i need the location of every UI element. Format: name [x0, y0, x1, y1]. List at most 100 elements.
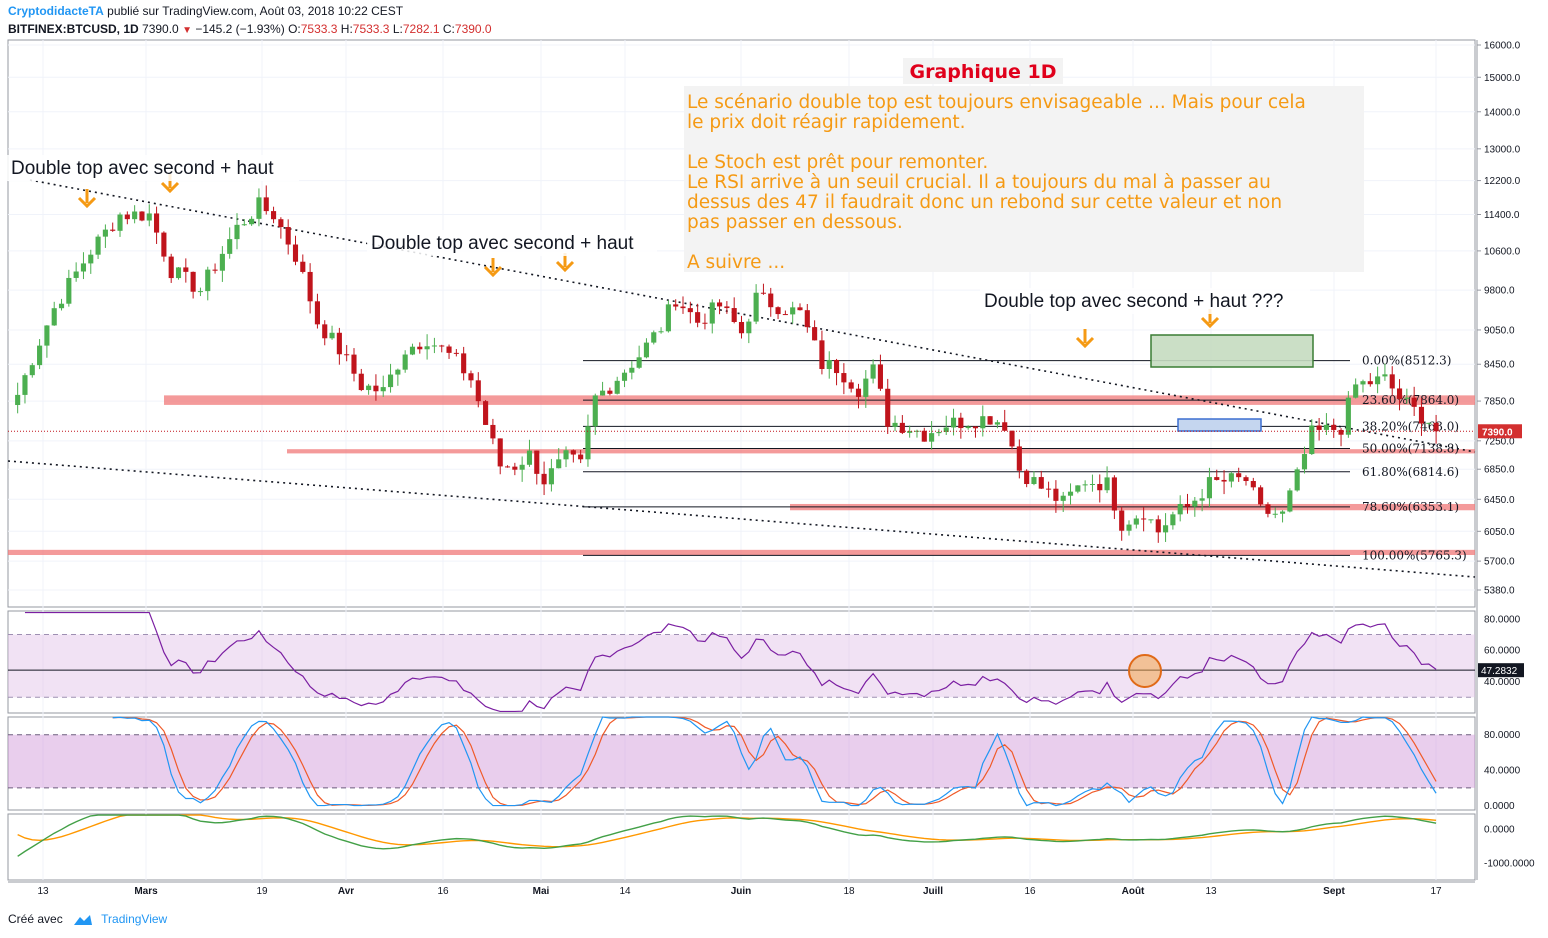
- stoch-d-line: [112, 716, 1437, 807]
- candle-up: [790, 307, 796, 315]
- candle-down: [1338, 429, 1344, 435]
- candle-down: [351, 354, 357, 374]
- annotation-label-bg: [367, 230, 657, 256]
- candle-up: [256, 197, 262, 219]
- candle-down: [124, 214, 130, 220]
- candle-up: [66, 277, 72, 304]
- candle-up: [614, 380, 620, 394]
- down-arrow-icon: ▼: [182, 25, 192, 36]
- candle-up: [409, 346, 416, 355]
- candle-up: [629, 367, 635, 373]
- orange-down-arrow-icon: [77, 189, 97, 209]
- candle-up: [526, 450, 533, 465]
- candle-down: [673, 304, 679, 307]
- target-box-blue: [1177, 418, 1262, 432]
- candle-down: [336, 332, 342, 355]
- commentary-line: le prix doit réagir rapidement.: [687, 112, 966, 133]
- candle-down: [782, 314, 788, 316]
- candle-down: [1411, 397, 1417, 407]
- candle-down: [731, 308, 737, 323]
- candle-down: [490, 424, 496, 439]
- candle-up: [22, 375, 28, 395]
- candle-up: [1301, 454, 1308, 470]
- candle-down: [190, 271, 196, 292]
- fib-level-label: 50.00%(7138.8): [1362, 442, 1459, 456]
- candle-down: [168, 256, 174, 279]
- price-tick-label: 5700.0: [1484, 557, 1515, 568]
- candle-up: [658, 331, 664, 333]
- candle-down: [212, 269, 218, 271]
- candle-down: [1331, 424, 1337, 430]
- candle-down: [877, 364, 883, 389]
- candle-down: [570, 450, 576, 455]
- candle-up: [1148, 519, 1154, 521]
- candle-down: [1221, 479, 1227, 482]
- candle-down: [373, 385, 379, 392]
- candle-down: [1155, 519, 1161, 533]
- candle-down: [453, 352, 459, 354]
- candle-up: [1206, 477, 1212, 499]
- candle-down: [578, 454, 584, 460]
- candle-up: [1133, 518, 1139, 525]
- price-tick-label: 7250.0: [1484, 436, 1515, 447]
- candle-down: [1258, 487, 1264, 505]
- tradingview-link[interactable]: TradingView: [101, 912, 168, 926]
- candle-down: [154, 213, 160, 233]
- time-tick-label: 17: [1430, 886, 1442, 897]
- candle-down: [1265, 504, 1271, 514]
- annotation-label-bg: [980, 288, 1310, 314]
- candle-down: [1119, 510, 1125, 531]
- resistance-zone: [8, 549, 1475, 556]
- price-tick-label: 12200.0: [1484, 176, 1521, 187]
- candle-up: [1199, 498, 1205, 501]
- candle-down: [439, 345, 445, 347]
- osc-tick-label: -1000.0000: [1484, 859, 1535, 870]
- candle-up: [132, 211, 138, 220]
- candle-down: [285, 227, 291, 245]
- candle-up: [73, 271, 79, 278]
- candle-up: [117, 214, 123, 231]
- candle-up: [80, 263, 87, 272]
- author-link[interactable]: CryptodidacteTA: [8, 4, 104, 18]
- candle-down: [1009, 430, 1015, 447]
- symbol-label[interactable]: BITFINEX:BTCUSD, 1D: [8, 22, 139, 36]
- candle-down: [307, 271, 313, 302]
- time-tick-label: Sept: [1323, 886, 1345, 897]
- candle-up: [1382, 374, 1388, 377]
- last-price: 7390.0: [142, 22, 179, 36]
- time-tick-label: Avr: [338, 886, 354, 897]
- ohlc-line: BITFINEX:BTCUSD, 1D 7390.0 ▼ −145.2 (−1.…: [8, 22, 492, 36]
- stoch-tick-label: 40.0000: [1484, 766, 1521, 777]
- candle-up: [1360, 381, 1366, 385]
- candle-up: [380, 387, 386, 392]
- candle-up: [1309, 425, 1315, 455]
- candle-up: [431, 345, 437, 347]
- candle-up: [1272, 513, 1278, 515]
- candle-up: [665, 304, 671, 332]
- candle-up: [1082, 484, 1088, 486]
- created-with-label: Créé avec: [8, 912, 63, 926]
- candle-up: [197, 291, 204, 293]
- candle-down: [1016, 446, 1022, 471]
- candle-down: [855, 388, 862, 397]
- candle-down: [1243, 477, 1249, 482]
- chart-header: CryptodidacteTA publié sur TradingView.c…: [0, 0, 1548, 40]
- candle-down: [1214, 477, 1220, 480]
- time-tick-label: Mai: [533, 886, 550, 897]
- candle-up: [58, 303, 65, 309]
- high-value: 7533.3: [352, 22, 390, 36]
- candle-down: [139, 211, 145, 221]
- candle-down: [987, 416, 993, 425]
- candle-down: [885, 388, 891, 427]
- candle-down: [1046, 488, 1052, 490]
- candle-up: [519, 464, 525, 470]
- candle-up: [29, 365, 35, 376]
- time-tick-label: Août: [1122, 886, 1145, 897]
- osc-signal-line: [17, 814, 1437, 848]
- candle-down: [461, 353, 467, 374]
- candle-up: [950, 417, 957, 428]
- fib-level-label: 0.00%(8512.3): [1362, 354, 1451, 368]
- candle-up: [102, 229, 108, 237]
- rsi-band: [8, 634, 1475, 698]
